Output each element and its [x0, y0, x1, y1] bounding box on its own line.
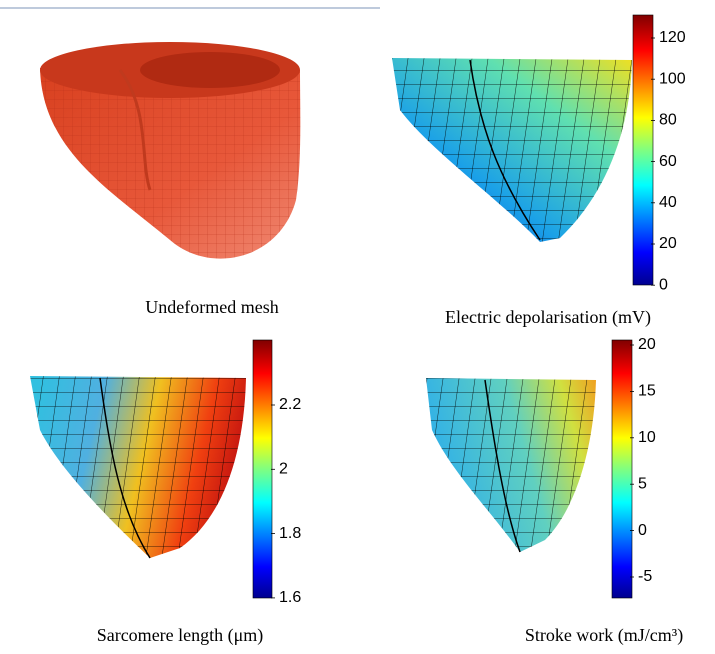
colorbar-tick-label: 5 [638, 475, 647, 492]
colorbar-tick-label: 15 [638, 383, 656, 400]
colorbar-tick-label: 40 [659, 194, 677, 211]
caption: Undeformed mesh [145, 297, 278, 317]
colorbar-tick-label: -5 [638, 568, 652, 585]
colorbar-tick-label: 100 [659, 70, 686, 87]
colorbar-tick-label: 2.2 [279, 396, 301, 413]
depolarisation-heart [392, 58, 632, 242]
colorbar-tick-label: 0 [638, 522, 647, 539]
colorbar-tick-label: 1.6 [279, 589, 301, 606]
colorbar-tick-label: 2 [279, 461, 288, 478]
caption: Stroke work (mJ/cm³) [525, 625, 683, 646]
colorbar-tick-label: 10 [638, 429, 656, 446]
colorbar-tick-label: 60 [659, 153, 677, 170]
colorbar-tick-label: 1.8 [279, 525, 301, 542]
caption: Electric depolarisation (mV) [445, 307, 651, 328]
colorbar-tick-label: 20 [659, 235, 677, 252]
stroke-work-heart [426, 378, 596, 552]
figure: Undeformed mesh Electric depolarisation … [0, 0, 715, 654]
colorbar-tick-label: 0 [659, 276, 668, 293]
caption: Sarcomere length (μm) [97, 625, 264, 646]
undeformed-heart [40, 42, 300, 259]
sarcomere-heart [30, 376, 246, 558]
colorbar-tick-label: 120 [659, 29, 686, 46]
colorbar [253, 340, 272, 598]
colorbar [633, 15, 653, 285]
colorbar [612, 340, 632, 598]
colorbar-tick-label: 80 [659, 112, 677, 129]
colorbar-tick-label: 20 [638, 336, 656, 353]
